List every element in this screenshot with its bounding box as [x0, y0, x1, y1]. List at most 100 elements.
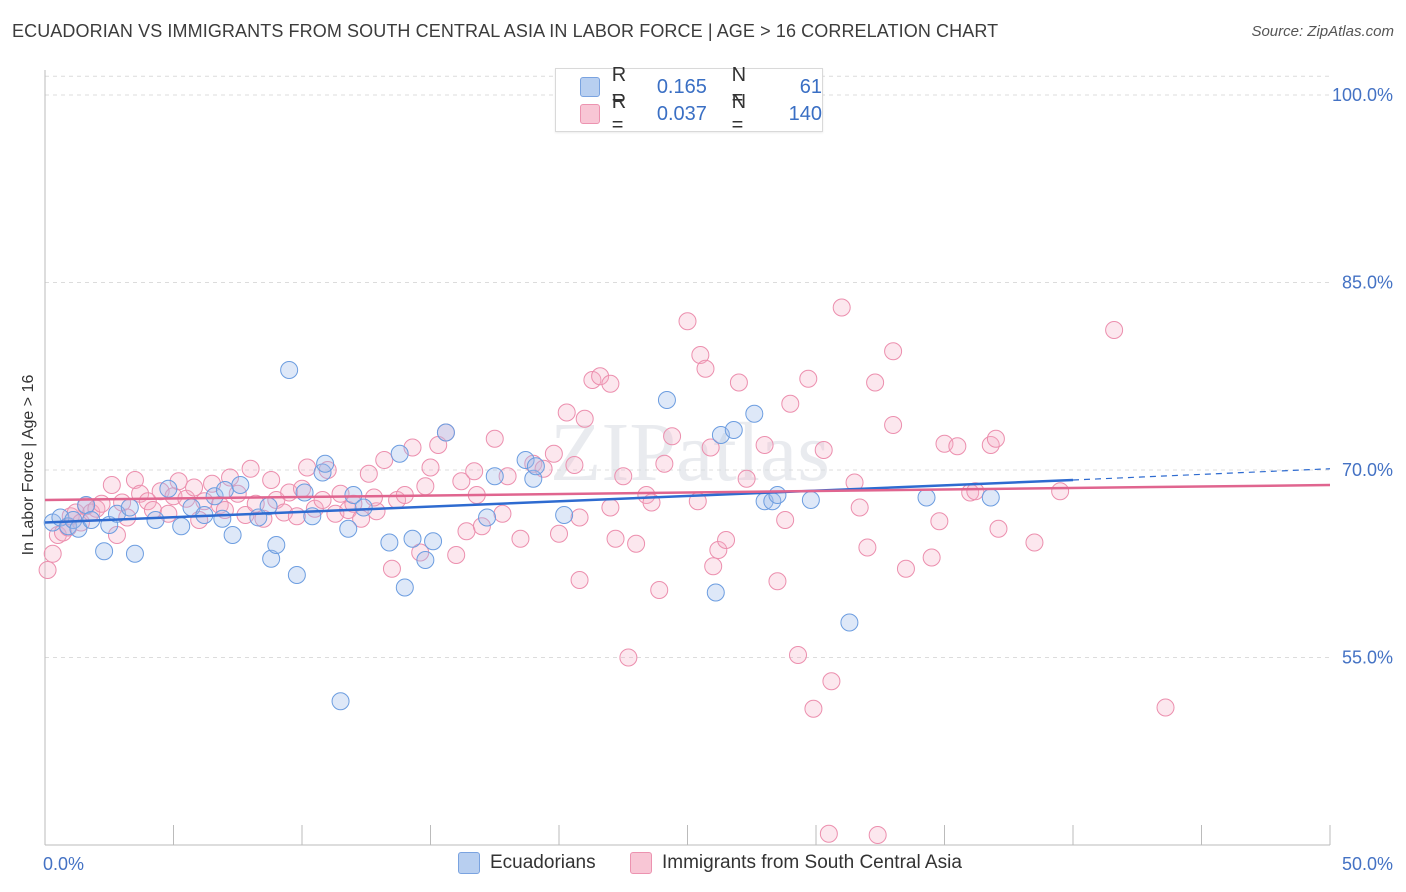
point-immigrants: [822, 672, 841, 691]
point-ecuadorians: [262, 549, 281, 568]
point-ecuadorians: [526, 457, 545, 476]
point-immigrants: [544, 444, 563, 463]
point-immigrants: [557, 403, 576, 422]
point-immigrants: [858, 538, 877, 557]
trend-line-extension: [1072, 468, 1331, 481]
legend-r-value: 0.037: [656, 102, 707, 125]
point-immigrants: [575, 409, 594, 428]
series-legend-ecuadorians[interactable]: Ecuadorians: [458, 852, 596, 874]
point-ecuadorians: [395, 578, 414, 597]
point-immigrants: [125, 471, 144, 489]
point-ecuadorians: [344, 486, 363, 504]
series-swatch-pink: [630, 852, 652, 874]
legend-n-label: N =: [731, 64, 747, 109]
point-ecuadorians: [485, 467, 504, 486]
point-immigrants: [1025, 533, 1044, 552]
point-immigrants: [709, 541, 728, 559]
point-immigrants: [313, 491, 332, 509]
point-immigrants: [606, 529, 625, 548]
point-immigrants: [43, 544, 62, 563]
point-immigrants: [884, 342, 903, 361]
point-ecuadorians: [172, 517, 191, 536]
point-immigrants: [866, 373, 885, 392]
point-ecuadorians: [917, 488, 936, 507]
series-legend-label: Immigrants from South Central Asia: [662, 852, 962, 873]
point-ecuadorians: [801, 491, 820, 509]
point-ecuadorians: [223, 526, 242, 544]
point-ecuadorians: [316, 454, 335, 473]
series-swatch-blue: [458, 852, 480, 874]
point-ecuadorians: [339, 519, 358, 538]
series-legend-label: Ecuadorians: [490, 852, 596, 873]
point-ecuadorians: [287, 566, 306, 584]
point-immigrants: [421, 458, 440, 477]
y-tick-label: 70.0%: [1342, 460, 1393, 480]
data-points: [38, 298, 1175, 844]
point-immigrants: [485, 429, 504, 448]
point-immigrants: [614, 467, 633, 486]
point-immigrants: [138, 492, 157, 511]
point-ecuadorians: [205, 487, 224, 506]
point-ecuadorians: [213, 509, 232, 528]
series-legend: Ecuadorians Immigrants from South Centra…: [0, 852, 1406, 878]
point-immigrants: [922, 548, 941, 567]
point-ecuadorians: [146, 511, 165, 529]
legend-swatch-blue: [580, 77, 600, 97]
point-ecuadorians: [231, 476, 250, 494]
point-immigrants: [331, 484, 350, 503]
point-immigrants: [375, 451, 394, 469]
point-immigrants: [814, 441, 833, 459]
point-immigrants: [452, 472, 471, 491]
point-ecuadorians: [657, 391, 676, 409]
point-immigrants: [948, 437, 967, 456]
point-ecuadorians: [403, 529, 422, 548]
point-immigrants: [989, 519, 1008, 538]
point-ecuadorians: [768, 486, 787, 504]
point-ecuadorians: [840, 613, 859, 632]
legend-n-label: N =: [731, 91, 747, 136]
point-ecuadorians: [436, 423, 455, 442]
point-immigrants: [359, 464, 378, 483]
point-immigrants: [678, 312, 697, 331]
point-ecuadorians: [745, 404, 764, 423]
point-immigrants: [472, 517, 491, 536]
point-immigrants: [619, 648, 638, 667]
point-immigrants: [966, 482, 985, 501]
point-ecuadorians: [159, 479, 178, 498]
point-immigrants: [832, 298, 851, 317]
legend-row-ecuadorians: R = 0.165 N = 61: [580, 64, 822, 109]
point-immigrants: [102, 476, 121, 494]
point-ecuadorians: [295, 483, 314, 502]
point-immigrants: [107, 526, 126, 544]
point-immigrants: [655, 454, 674, 473]
point-immigrants: [92, 494, 111, 513]
trend-line-ecuadorians: [44, 478, 1074, 524]
series-legend-immigrants[interactable]: Immigrants from South Central Asia: [630, 852, 962, 874]
point-immigrants: [465, 462, 484, 481]
point-immigrants: [493, 504, 512, 523]
point-immigrants: [570, 571, 589, 589]
point-ecuadorians: [478, 508, 497, 527]
point-immigrants: [298, 458, 317, 477]
point-immigrants: [701, 438, 720, 457]
point-immigrants: [570, 508, 589, 527]
point-ecuadorians: [516, 451, 535, 469]
point-immigrants: [169, 472, 188, 491]
point-ecuadorians: [331, 692, 350, 711]
point-immigrants: [287, 507, 306, 526]
point-immigrants: [789, 646, 808, 664]
y-tick-label: 100.0%: [1332, 85, 1393, 105]
chart-title: ECUADORIAN VS IMMIGRANTS FROM SOUTH CENT…: [12, 21, 999, 41]
point-immigrants: [704, 557, 723, 576]
point-immigrants: [498, 467, 517, 486]
point-immigrants: [382, 559, 401, 578]
legend-row-immigrants: R = 0.037 N = 140: [580, 91, 822, 136]
point-ecuadorians: [354, 498, 373, 517]
gridlines: [45, 75, 1330, 658]
point-immigrants: [896, 559, 915, 578]
point-immigrants: [601, 498, 620, 517]
point-immigrants: [416, 477, 435, 496]
point-immigrants: [729, 373, 748, 392]
point-immigrants: [185, 478, 204, 497]
